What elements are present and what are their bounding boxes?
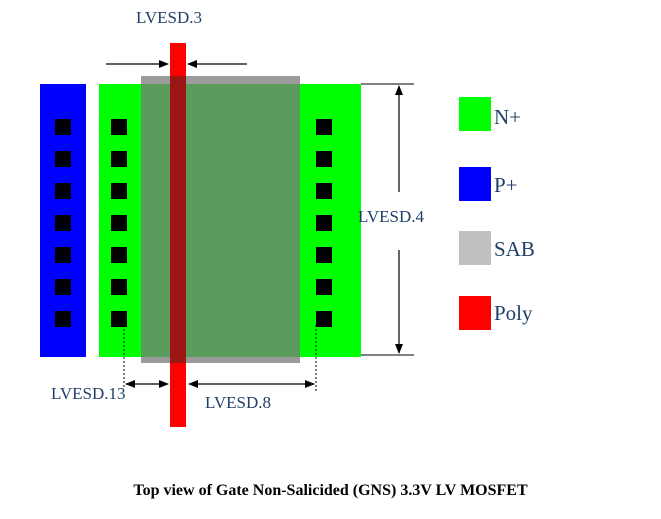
legend-label-poly: Poly bbox=[494, 301, 533, 325]
sab-region bbox=[141, 76, 300, 363]
p-plus-contact bbox=[55, 183, 71, 199]
n-plus-right-contact bbox=[316, 247, 332, 263]
n-plus-left-contact bbox=[111, 247, 127, 263]
p-plus-contact bbox=[55, 151, 71, 167]
n-plus-left-contact bbox=[111, 119, 127, 135]
legend-swatch-poly bbox=[459, 296, 491, 330]
legend-swatch-p-plus bbox=[459, 167, 491, 201]
p-plus-contact bbox=[55, 247, 71, 263]
n-plus-left-contact bbox=[111, 183, 127, 199]
p-plus-contact bbox=[55, 215, 71, 231]
p-plus-contact bbox=[55, 279, 71, 295]
poly-over-sab bbox=[170, 76, 186, 363]
n-plus-contacts-left bbox=[111, 119, 127, 327]
legend: N+ P+ SAB Poly bbox=[459, 97, 535, 330]
p-plus-contacts bbox=[55, 119, 71, 327]
n-plus-left-contact bbox=[111, 215, 127, 231]
p-plus-contact bbox=[55, 311, 71, 327]
legend-swatch-n-plus bbox=[459, 97, 491, 131]
lvesd8-label: LVESD.8 bbox=[205, 393, 271, 412]
legend-label-n-plus: N+ bbox=[494, 105, 521, 129]
n-plus-right-contact bbox=[316, 183, 332, 199]
n-plus-right-contact bbox=[316, 279, 332, 295]
legend-label-p-plus: P+ bbox=[494, 173, 518, 197]
n-plus-left-contact bbox=[111, 311, 127, 327]
lvesd13-label: LVESD.13 bbox=[51, 384, 125, 403]
n-plus-left-contact bbox=[111, 279, 127, 295]
n-plus-contacts-right bbox=[316, 119, 332, 327]
lvesd3-label: LVESD.3 bbox=[136, 8, 202, 27]
figure-caption: Top view of Gate Non-Salicided (GNS) 3.3… bbox=[133, 482, 528, 499]
legend-label-sab: SAB bbox=[494, 237, 535, 261]
n-plus-right-contact bbox=[316, 151, 332, 167]
n-plus-right-contact bbox=[316, 119, 332, 135]
n-plus-left-contact bbox=[111, 151, 127, 167]
n-plus-right-contact bbox=[316, 215, 332, 231]
legend-swatch-sab bbox=[459, 231, 491, 265]
lvesd4-label: LVESD.4 bbox=[358, 207, 424, 226]
n-plus-right-contact bbox=[316, 311, 332, 327]
p-plus-contact bbox=[55, 119, 71, 135]
